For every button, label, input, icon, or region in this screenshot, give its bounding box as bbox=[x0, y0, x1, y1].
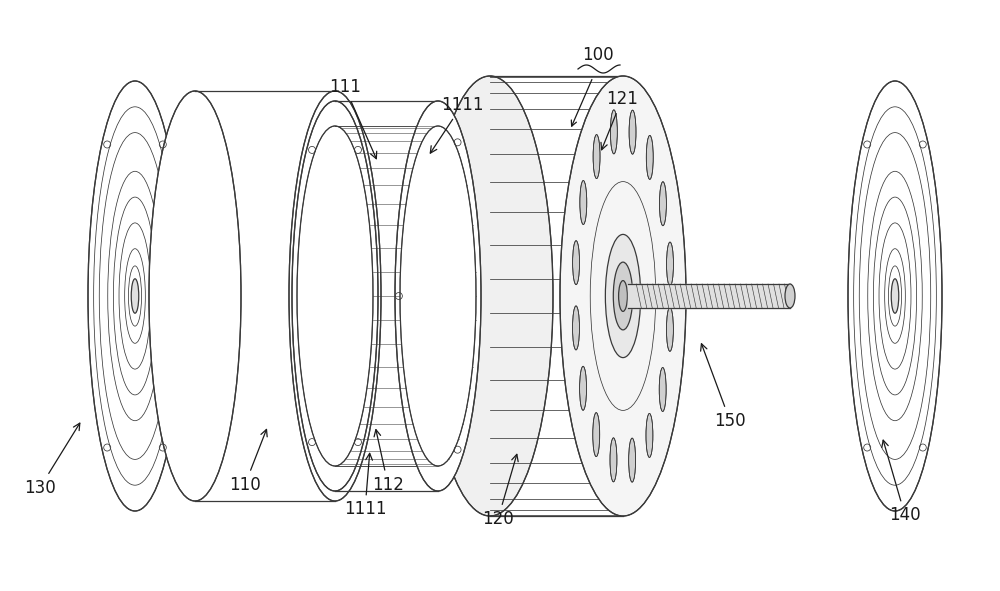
Ellipse shape bbox=[613, 262, 633, 330]
Ellipse shape bbox=[785, 284, 795, 308]
Ellipse shape bbox=[289, 91, 381, 501]
Ellipse shape bbox=[667, 242, 673, 286]
Ellipse shape bbox=[848, 81, 942, 511]
Ellipse shape bbox=[629, 438, 636, 482]
Text: 111: 111 bbox=[329, 79, 377, 159]
Ellipse shape bbox=[605, 235, 641, 358]
Text: 100: 100 bbox=[582, 46, 614, 64]
Ellipse shape bbox=[580, 180, 587, 225]
Text: 120: 120 bbox=[482, 454, 518, 528]
Ellipse shape bbox=[659, 181, 666, 226]
Text: 1111: 1111 bbox=[430, 96, 483, 153]
Ellipse shape bbox=[400, 126, 476, 466]
Ellipse shape bbox=[629, 110, 636, 154]
Ellipse shape bbox=[891, 279, 899, 313]
Ellipse shape bbox=[619, 281, 627, 311]
Ellipse shape bbox=[292, 101, 378, 491]
Text: 140: 140 bbox=[882, 440, 921, 524]
Ellipse shape bbox=[427, 76, 553, 516]
Ellipse shape bbox=[666, 307, 673, 351]
Ellipse shape bbox=[610, 438, 617, 482]
Text: 1111: 1111 bbox=[344, 453, 386, 518]
Text: 130: 130 bbox=[24, 423, 80, 496]
Ellipse shape bbox=[560, 76, 686, 516]
Ellipse shape bbox=[395, 101, 481, 491]
Ellipse shape bbox=[580, 366, 587, 410]
Ellipse shape bbox=[646, 135, 653, 180]
Ellipse shape bbox=[610, 110, 617, 154]
Text: 112: 112 bbox=[372, 430, 404, 493]
Ellipse shape bbox=[149, 91, 241, 501]
Ellipse shape bbox=[573, 241, 580, 285]
Ellipse shape bbox=[659, 368, 666, 411]
Text: 150: 150 bbox=[701, 344, 746, 430]
Ellipse shape bbox=[297, 126, 373, 466]
Ellipse shape bbox=[593, 413, 600, 457]
Text: 121: 121 bbox=[601, 90, 638, 150]
Ellipse shape bbox=[593, 135, 600, 178]
Ellipse shape bbox=[131, 279, 139, 313]
Ellipse shape bbox=[88, 81, 182, 511]
Ellipse shape bbox=[646, 414, 653, 457]
Ellipse shape bbox=[573, 306, 579, 350]
Text: 110: 110 bbox=[229, 430, 267, 493]
